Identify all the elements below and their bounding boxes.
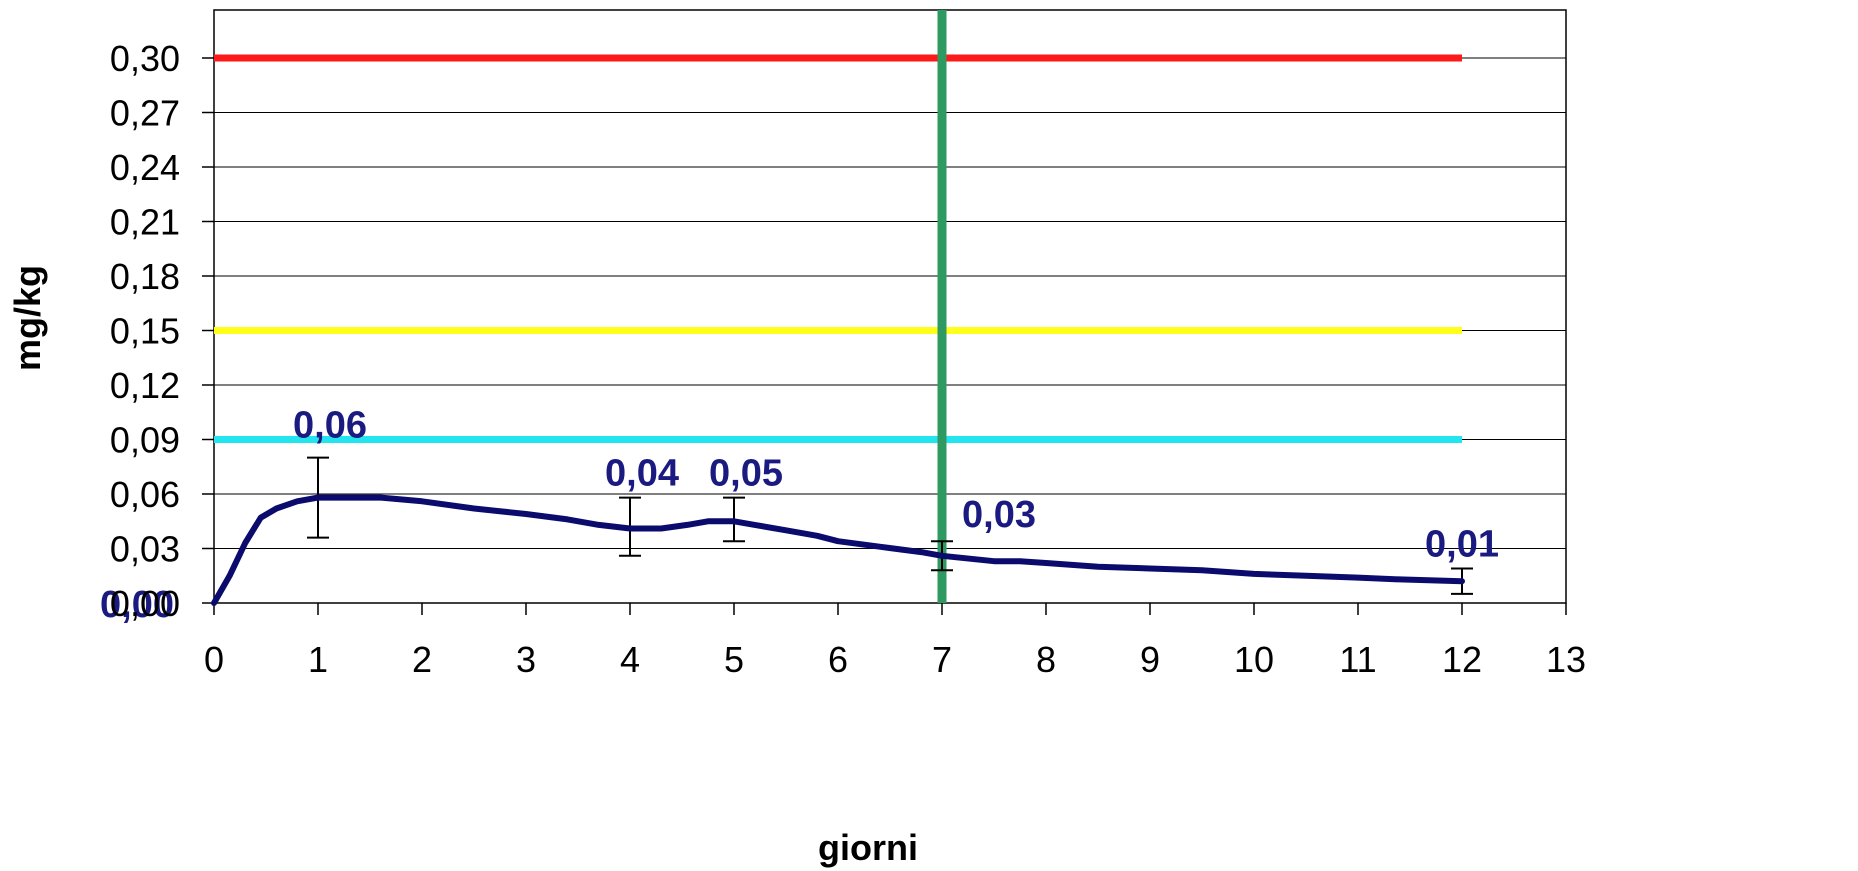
series-line (211, 494, 1465, 606)
x-tick-label: 6 (828, 639, 848, 680)
y-tick-label: 0,06 (110, 474, 180, 515)
grid (202, 57, 1567, 615)
x-tick-label: 13 (1546, 639, 1586, 680)
plot-frame (213, 9, 1567, 604)
data-label: 0,05 (709, 453, 783, 495)
y-tick-label: 0,24 (110, 147, 180, 188)
data-label: 0,01 (1425, 523, 1499, 565)
y-tick-label: 0,18 (110, 256, 180, 297)
x-tick-label: 8 (1036, 639, 1056, 680)
reference-lines (214, 10, 1462, 603)
y-tick-label: 0,30 (110, 38, 180, 79)
y-axis-title: mg/kg (7, 265, 48, 371)
y-tick-label: 0,27 (110, 93, 180, 134)
x-tick-label: 10 (1234, 639, 1274, 680)
x-tick-label: 4 (620, 639, 640, 680)
y-tick-labels: 0,00 0,03 0,06 0,09 0,12 0,15 0,18 0,21 0,24 0,27… (110, 38, 180, 624)
data-label: 0,03 (962, 494, 1036, 536)
x-tick-label: 12 (1442, 639, 1482, 680)
x-tick-label: 1 (308, 639, 328, 680)
data-labels: 0,00 0,06 0,04 0,05 0,03 0,01 (100, 405, 1499, 626)
data-label: 0,06 (293, 405, 367, 447)
x-tick-label: 7 (932, 639, 952, 680)
y-tick-label: 0,12 (110, 365, 180, 406)
y-tick-label: 0,00 (110, 583, 180, 624)
x-tick-label: 2 (412, 639, 432, 680)
x-tick-label: 11 (1339, 639, 1376, 680)
x-axis-title: giorni (818, 827, 918, 868)
y-tick-label: 0,21 (110, 202, 180, 243)
y-tick-label: 0,09 (110, 420, 180, 461)
data-label: 0,00 (100, 584, 174, 626)
x-tick-label: 5 (724, 639, 744, 680)
y-tick-label: 0,15 (110, 311, 180, 352)
x-tick-labels: 0 1 2 3 4 5 6 7 8 9 10 11 12 13 (204, 639, 1586, 680)
x-tick-label: 9 (1140, 639, 1160, 680)
data-label: 0,04 (605, 453, 679, 495)
y-tick-label: 0,03 (110, 529, 180, 570)
x-tick-label: 0 (204, 639, 224, 680)
x-tick-label: 3 (516, 639, 536, 680)
